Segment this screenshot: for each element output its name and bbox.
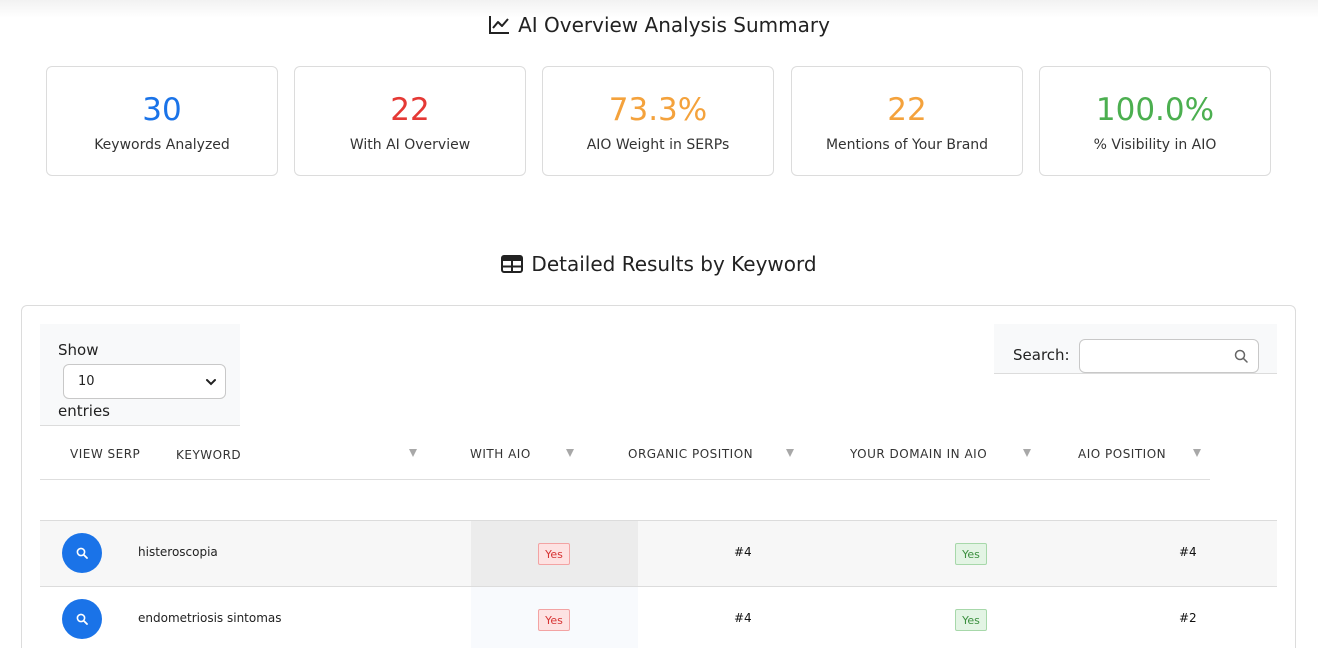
stat-label: Mentions of Your Brand xyxy=(825,137,989,153)
column-header-domain-in-aio[interactable]: YOUR DOMAIN IN AIO xyxy=(850,447,988,461)
stat-value: 22 xyxy=(390,92,430,128)
stat-card-brand-mentions: 22 Mentions of Your Brand xyxy=(791,66,1023,176)
show-label: Show xyxy=(58,341,99,359)
column-header-view-serp: VIEW SERP xyxy=(70,447,141,461)
stat-card-visibility: 100.0% % Visibility in AIO xyxy=(1039,66,1271,176)
column-header-organic-position[interactable]: ORGANIC POSITION xyxy=(628,447,754,461)
view-serp-button[interactable] xyxy=(62,599,102,639)
summary-title-text: AI Overview Analysis Summary xyxy=(518,13,830,37)
summary-title: AI Overview Analysis Summary xyxy=(0,13,1318,37)
with-aio-badge: Yes xyxy=(538,609,570,631)
search-icon xyxy=(1234,349,1248,363)
details-title: Detailed Results by Keyword xyxy=(0,252,1318,276)
stat-card-aio-weight: 73.3% AIO Weight in SERPs xyxy=(542,66,774,176)
domain-in-aio-badge: Yes xyxy=(955,609,987,631)
search-input[interactable] xyxy=(1079,339,1259,373)
sort-with-aio-icon[interactable] xyxy=(566,449,574,457)
aio-position-cell: #4 xyxy=(1179,545,1197,559)
sort-aio-position-icon[interactable] xyxy=(1193,449,1201,457)
search-icon xyxy=(76,547,88,559)
organic-position-cell: #4 xyxy=(734,611,752,625)
stat-value: 22 xyxy=(887,92,927,128)
column-header-aio-position[interactable]: AIO POSITION xyxy=(1078,447,1167,461)
stat-label: AIO Weight in SERPs xyxy=(586,137,730,153)
stat-label: % Visibility in AIO xyxy=(1093,137,1217,153)
stat-label: With AI Overview xyxy=(349,137,471,153)
domain-in-aio-badge: Yes xyxy=(955,543,987,565)
view-serp-button[interactable] xyxy=(62,533,102,573)
stat-value: 30 xyxy=(142,92,182,128)
chevron-down-icon xyxy=(206,379,216,386)
details-title-text: Detailed Results by Keyword xyxy=(531,252,817,276)
stat-card-keywords-analyzed: 30 Keywords Analyzed xyxy=(46,66,278,176)
column-header-keyword[interactable]: KEYWORD xyxy=(176,448,242,462)
keyword-cell: histeroscopia xyxy=(138,545,218,559)
search-icon xyxy=(76,613,88,625)
entries-label: entries xyxy=(58,402,110,420)
keyword-cell: endometriosis sintomas xyxy=(138,611,282,625)
sort-keyword-icon[interactable] xyxy=(409,449,417,457)
stat-label: Keywords Analyzed xyxy=(94,137,230,153)
stat-value: 73.3% xyxy=(608,92,708,128)
sort-domain-in-aio-icon[interactable] xyxy=(1023,449,1031,457)
with-aio-badge: Yes xyxy=(538,543,570,565)
stat-card-with-ai-overview: 22 With AI Overview xyxy=(294,66,526,176)
aio-position-cell: #2 xyxy=(1179,611,1197,625)
entries-select-value: 10 xyxy=(78,374,95,389)
search-control: Search: xyxy=(994,324,1277,374)
top-shade xyxy=(0,0,1318,18)
column-header-with-aio[interactable]: WITH AIO xyxy=(470,447,531,461)
line-chart-icon xyxy=(489,16,510,34)
organic-position-cell: #4 xyxy=(734,545,752,559)
header-divider xyxy=(40,479,1210,480)
stat-value: 100.0% xyxy=(1095,92,1215,128)
table-icon xyxy=(501,255,524,273)
entries-select[interactable]: 10 xyxy=(63,364,226,399)
search-label: Search: xyxy=(1013,346,1070,364)
entries-length-control: Show 10 entries xyxy=(40,324,240,426)
table-row: endometriosis sintomas Yes #4 Yes #2 xyxy=(40,586,1277,648)
sort-organic-position-icon[interactable] xyxy=(786,449,794,457)
table-row: histeroscopia Yes #4 Yes #4 xyxy=(40,520,1277,586)
